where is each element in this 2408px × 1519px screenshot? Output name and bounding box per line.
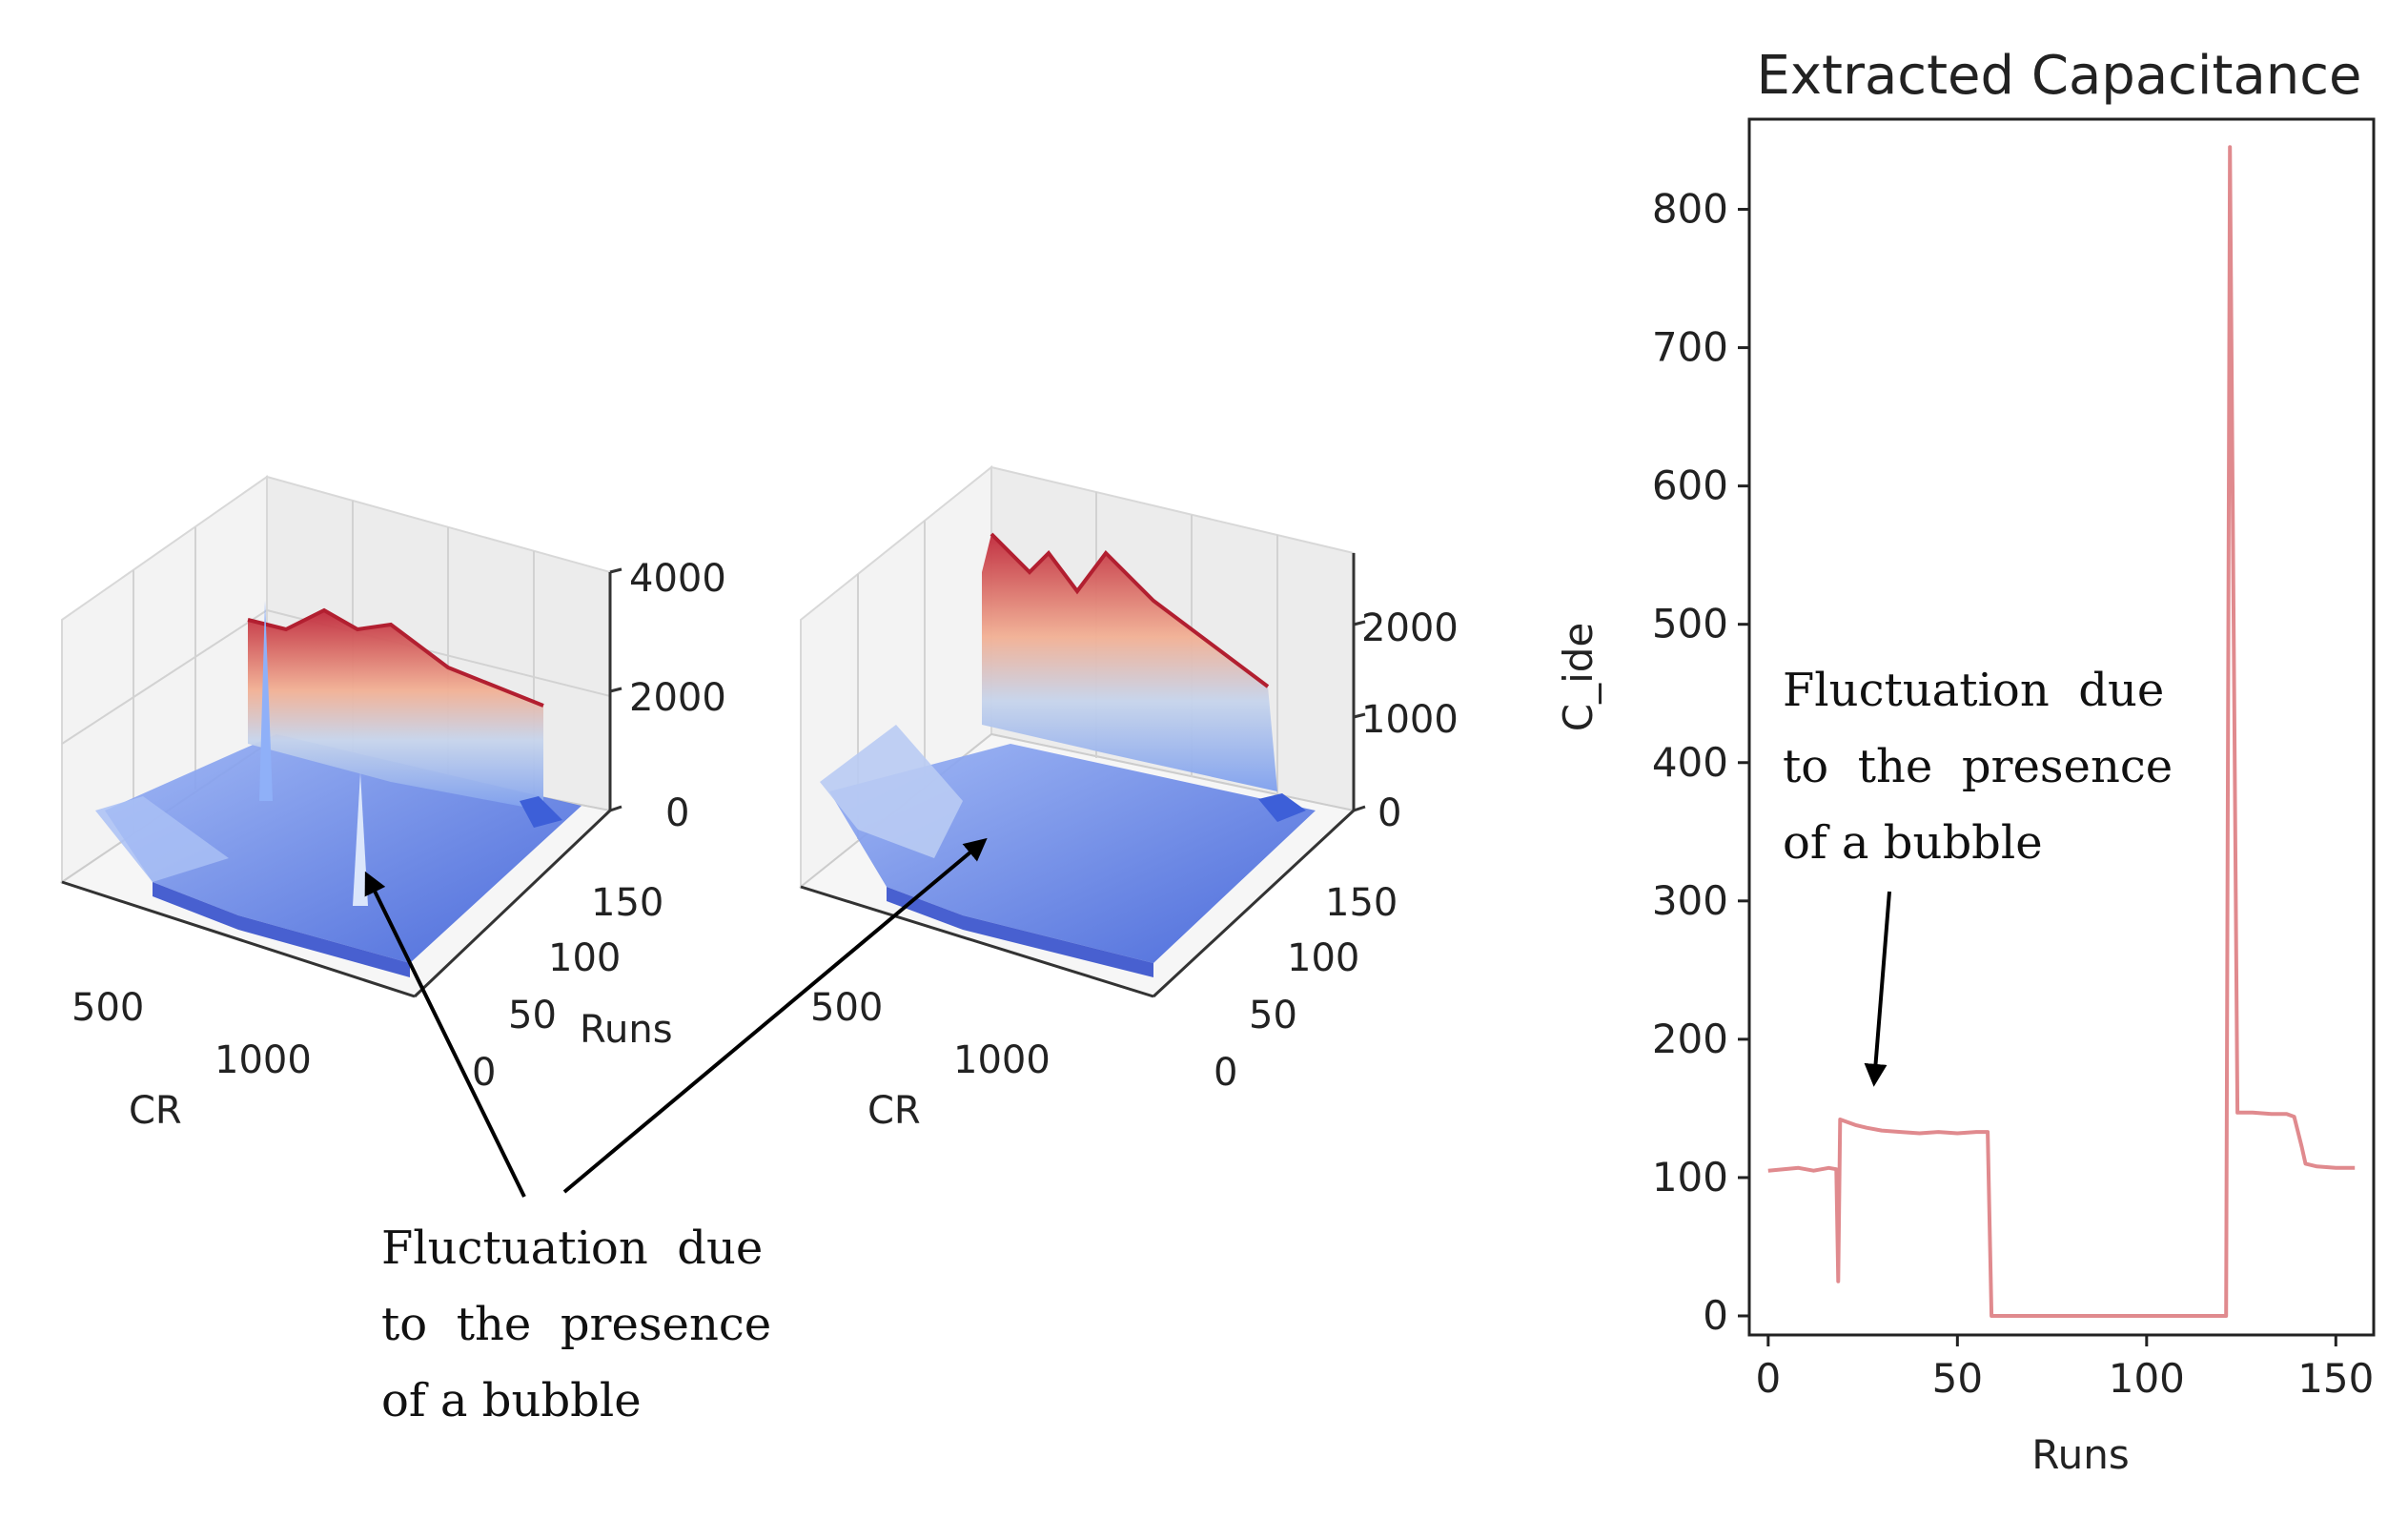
surface-1-y-axis: [413, 809, 612, 998]
surface-1-x-tick-500: 500: [71, 986, 144, 1030]
line-chart-y-ticks: 0 100 200 300 400 500 600 700 800: [1652, 186, 1749, 1339]
surface-2-z-tick-0: 0: [1377, 791, 1401, 835]
y-tick-label-500: 500: [1652, 601, 1728, 647]
surface-1-base-edge: [153, 882, 410, 977]
surface-1-x-label: CR: [129, 1089, 182, 1133]
surface-1-y-tick-50: 50: [508, 994, 557, 1037]
y-tick-label-800: 800: [1652, 186, 1728, 233]
surface-2-x-label: CR: [867, 1089, 921, 1133]
annotation-left-line-3: of a bubble: [381, 1374, 642, 1427]
surface-1-left-slope: [95, 796, 229, 882]
surface-2-base-edge: [887, 887, 1153, 977]
series-line-C_ide: [1767, 145, 2356, 1318]
y-tick-label-700: 700: [1652, 324, 1728, 371]
surface-plot-1: 500 1000 CR 0 50 100 150 Runs 0 2000 400…: [59, 475, 726, 1133]
surface-plot-2: 500 1000 CR 0 50 100 150 0 1000 2000: [798, 464, 1459, 1133]
surface-2-y-tick-150: 150: [1325, 881, 1398, 925]
surface-1-ridge: [248, 610, 543, 811]
surface-2-x-tick-500: 500: [810, 986, 883, 1030]
surface-1-spike-back: [259, 601, 273, 801]
x-tick-label-50: 50: [1932, 1355, 1983, 1402]
line-chart-y-label: C_ide: [1555, 623, 1602, 732]
annotation-right-line-3: of a bubble: [1783, 816, 2043, 870]
y-tick-label-0: 0: [1703, 1292, 1728, 1339]
line-chart-series-layer: [1767, 145, 2356, 1318]
surface-1-y-tick-100: 100: [548, 936, 621, 980]
line-chart: Extracted Capacitance 010020030040050060…: [1555, 45, 2376, 1478]
line-chart-x-label: Runs: [2031, 1431, 2129, 1478]
surface-2-z-tick-2000: 2000: [1361, 606, 1459, 650]
surface-1-x-tick-1000: 1000: [214, 1038, 312, 1082]
annotation-right-line-2: to the presence: [1783, 740, 2173, 793]
surface-1-tail: [520, 796, 562, 828]
annotation-left-line-2: to the presence: [381, 1298, 771, 1351]
surface-2-z-tick-1000: 1000: [1361, 698, 1459, 742]
surface-1-z-tick-0: 0: [665, 791, 689, 835]
line-chart-x-ticks: 0 50 100 150: [1755, 1335, 2374, 1402]
surface-1-y-tick-150: 150: [591, 881, 663, 925]
surface-1-y-label: Runs: [580, 1008, 673, 1052]
surface-2-ridge-crest: [990, 532, 1270, 688]
surface-1-ridge-crest: [247, 607, 544, 708]
annotation-right: Fluctuation due to the presence of a bub…: [1783, 664, 2173, 1087]
surface-2-y-tick-100: 100: [1287, 936, 1359, 980]
surface-1-y-tick-0: 0: [472, 1051, 496, 1095]
y-tick-label-200: 200: [1652, 1016, 1728, 1062]
arrow-to-line-fluctuation: [1864, 891, 1891, 1087]
surface-1-x-axis: [61, 880, 416, 998]
surface-1-z-tick-4000: 4000: [629, 557, 726, 601]
x-tick-label-100: 100: [2109, 1355, 2185, 1402]
surface-2-left-slope: [820, 725, 963, 858]
y-tick-label-300: 300: [1652, 877, 1728, 924]
arrow-to-surface-2: [562, 837, 988, 1194]
surface-1-spike-bubble: [353, 772, 368, 906]
annotation-right-line-1: Fluctuation due: [1783, 664, 2164, 717]
surface-2-y-axis: [1152, 809, 1356, 998]
surface-2-y-tick-50: 50: [1249, 994, 1297, 1037]
x-tick-label-0: 0: [1755, 1355, 1781, 1402]
surface-2-ridge: [982, 534, 1277, 791]
line-chart-title: Extracted Capacitance: [1756, 45, 2361, 107]
annotation-left: Fluctuation due to the presence of a bub…: [364, 837, 988, 1427]
surface-2-x-tick-1000: 1000: [953, 1038, 1051, 1082]
annotation-left-line-1: Fluctuation due: [381, 1221, 763, 1275]
surface-2-y-tick-0: 0: [1214, 1051, 1237, 1095]
arrow-to-surface-1: [364, 871, 526, 1198]
line-chart-frame: [1747, 117, 2376, 1337]
surface-2-tail: [1258, 793, 1306, 822]
x-tick-label-150: 150: [2297, 1355, 2374, 1402]
y-tick-label-400: 400: [1652, 739, 1728, 786]
y-tick-label-100: 100: [1652, 1154, 1728, 1201]
y-tick-label-600: 600: [1652, 462, 1728, 509]
surface-1-z-tick-2000: 2000: [629, 676, 726, 720]
surface-2-x-axis: [800, 885, 1154, 998]
